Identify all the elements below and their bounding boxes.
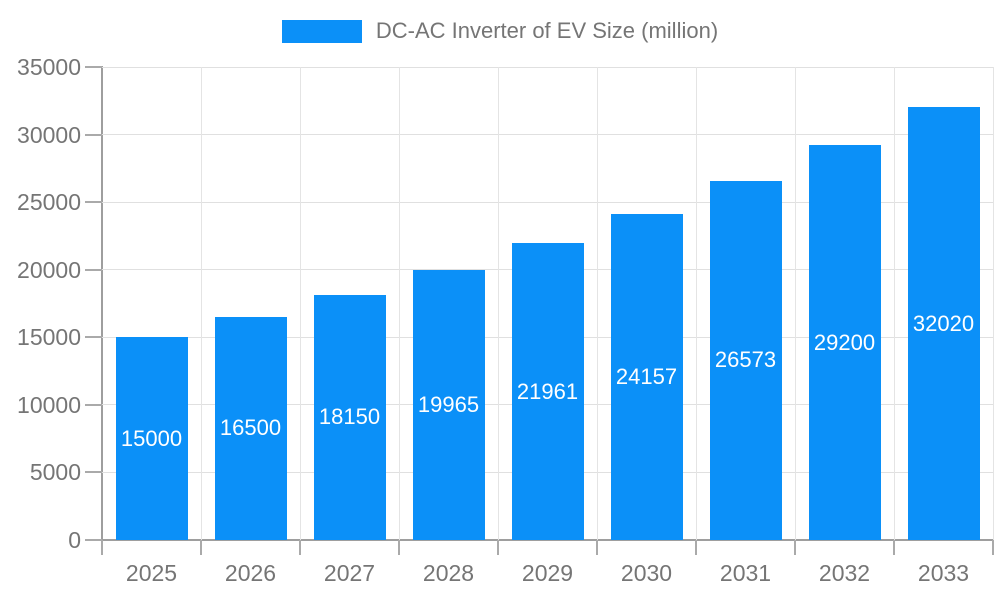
bar-value-label: 19965: [417, 392, 480, 418]
h-gridline: [102, 66, 993, 68]
y-axis-tick-label: 5000: [29, 459, 81, 486]
y-tick: [85, 336, 102, 339]
plot-area: 15000 16500 18150 19965 21961 24157 26573 29200…: [85, 66, 994, 555]
x-tick: [596, 540, 598, 555]
x-tick: [893, 540, 895, 555]
x-tick: [398, 540, 400, 555]
y-tick: [85, 66, 102, 68]
bar-2033: 32020: [907, 107, 980, 540]
x-axis-tick-label: 2032: [818, 560, 871, 586]
bar-value-label: 29200: [813, 329, 876, 355]
y-tick: [85, 133, 102, 136]
v-gridline: [794, 67, 796, 540]
x-axis-tick-label: 2033: [917, 560, 970, 586]
y-axis-line: [101, 66, 103, 555]
h-gridline: [102, 134, 993, 136]
h-gridline: [102, 201, 993, 203]
x-tick: [200, 540, 202, 555]
y-axis-tick-label: 15000: [17, 324, 81, 351]
v-gridline: [200, 67, 202, 540]
x-axis-tick-label: 2031: [719, 560, 772, 586]
y-tick: [85, 268, 102, 271]
bar-value-label: 18150: [318, 404, 381, 430]
bar-value-label: 26573: [714, 347, 777, 373]
bar-2026: 16500: [214, 317, 287, 540]
v-gridline: [398, 67, 400, 540]
x-axis-labels: 2025 2026 2027 2028 2029 2030 2031 2032 2033: [102, 557, 993, 589]
v-gridline: [497, 67, 499, 540]
x-tick: [101, 540, 103, 555]
v-gridline: [695, 67, 697, 540]
bar-2029: 21961: [511, 243, 584, 540]
bar-2027: 18150: [313, 294, 386, 540]
y-tick: [85, 201, 102, 204]
y-axis-tick-label: 10000: [17, 391, 81, 418]
x-axis-tick-label: 2027: [323, 560, 376, 586]
v-gridline: [596, 67, 598, 540]
y-axis-tick-label: 25000: [17, 189, 81, 216]
bar-2030: 24157: [610, 213, 683, 540]
v-gridline: [893, 67, 895, 540]
x-axis-line: [85, 539, 993, 541]
y-axis-labels: 0 5000 10000 15000 20000 25000 30000 35000: [0, 0, 81, 600]
v-gridline: [299, 67, 301, 540]
bar-value-label: 15000: [120, 425, 183, 451]
x-tick: [299, 540, 301, 555]
bar-value-label: 21961: [516, 378, 579, 404]
x-tick: [497, 540, 499, 555]
legend-label: DC-AC Inverter of EV Size (million): [375, 18, 719, 43]
bar-2028: 19965: [412, 270, 485, 540]
x-axis-tick-label: 2030: [620, 560, 673, 586]
y-axis-tick-label: 0: [68, 527, 81, 553]
v-gridline: [992, 67, 994, 540]
bar-value-label: 24157: [615, 363, 678, 389]
x-axis-tick-label: 2026: [224, 560, 277, 586]
bar-value-label: 32020: [912, 310, 975, 336]
bar-2032: 29200: [808, 145, 881, 540]
y-tick: [85, 471, 102, 474]
x-axis-tick-label: 2029: [521, 560, 574, 586]
legend: DC-AC Inverter of EV Size (million): [0, 18, 1000, 44]
y-axis-tick-label: 20000: [17, 256, 81, 283]
y-axis-tick-label: 30000: [17, 121, 81, 148]
y-tick: [85, 539, 102, 541]
x-tick: [794, 540, 796, 555]
bar-value-label: 16500: [219, 415, 282, 441]
bar-2025: 15000: [115, 337, 188, 540]
legend-swatch: [281, 19, 362, 43]
x-axis-tick-label: 2028: [422, 560, 475, 586]
y-axis-tick-label: 35000: [17, 54, 81, 80]
x-tick: [992, 540, 994, 555]
x-axis-tick-label: 2025: [125, 560, 178, 586]
bar-2031: 26573: [709, 180, 782, 540]
x-tick: [695, 540, 697, 555]
y-tick: [85, 403, 102, 406]
